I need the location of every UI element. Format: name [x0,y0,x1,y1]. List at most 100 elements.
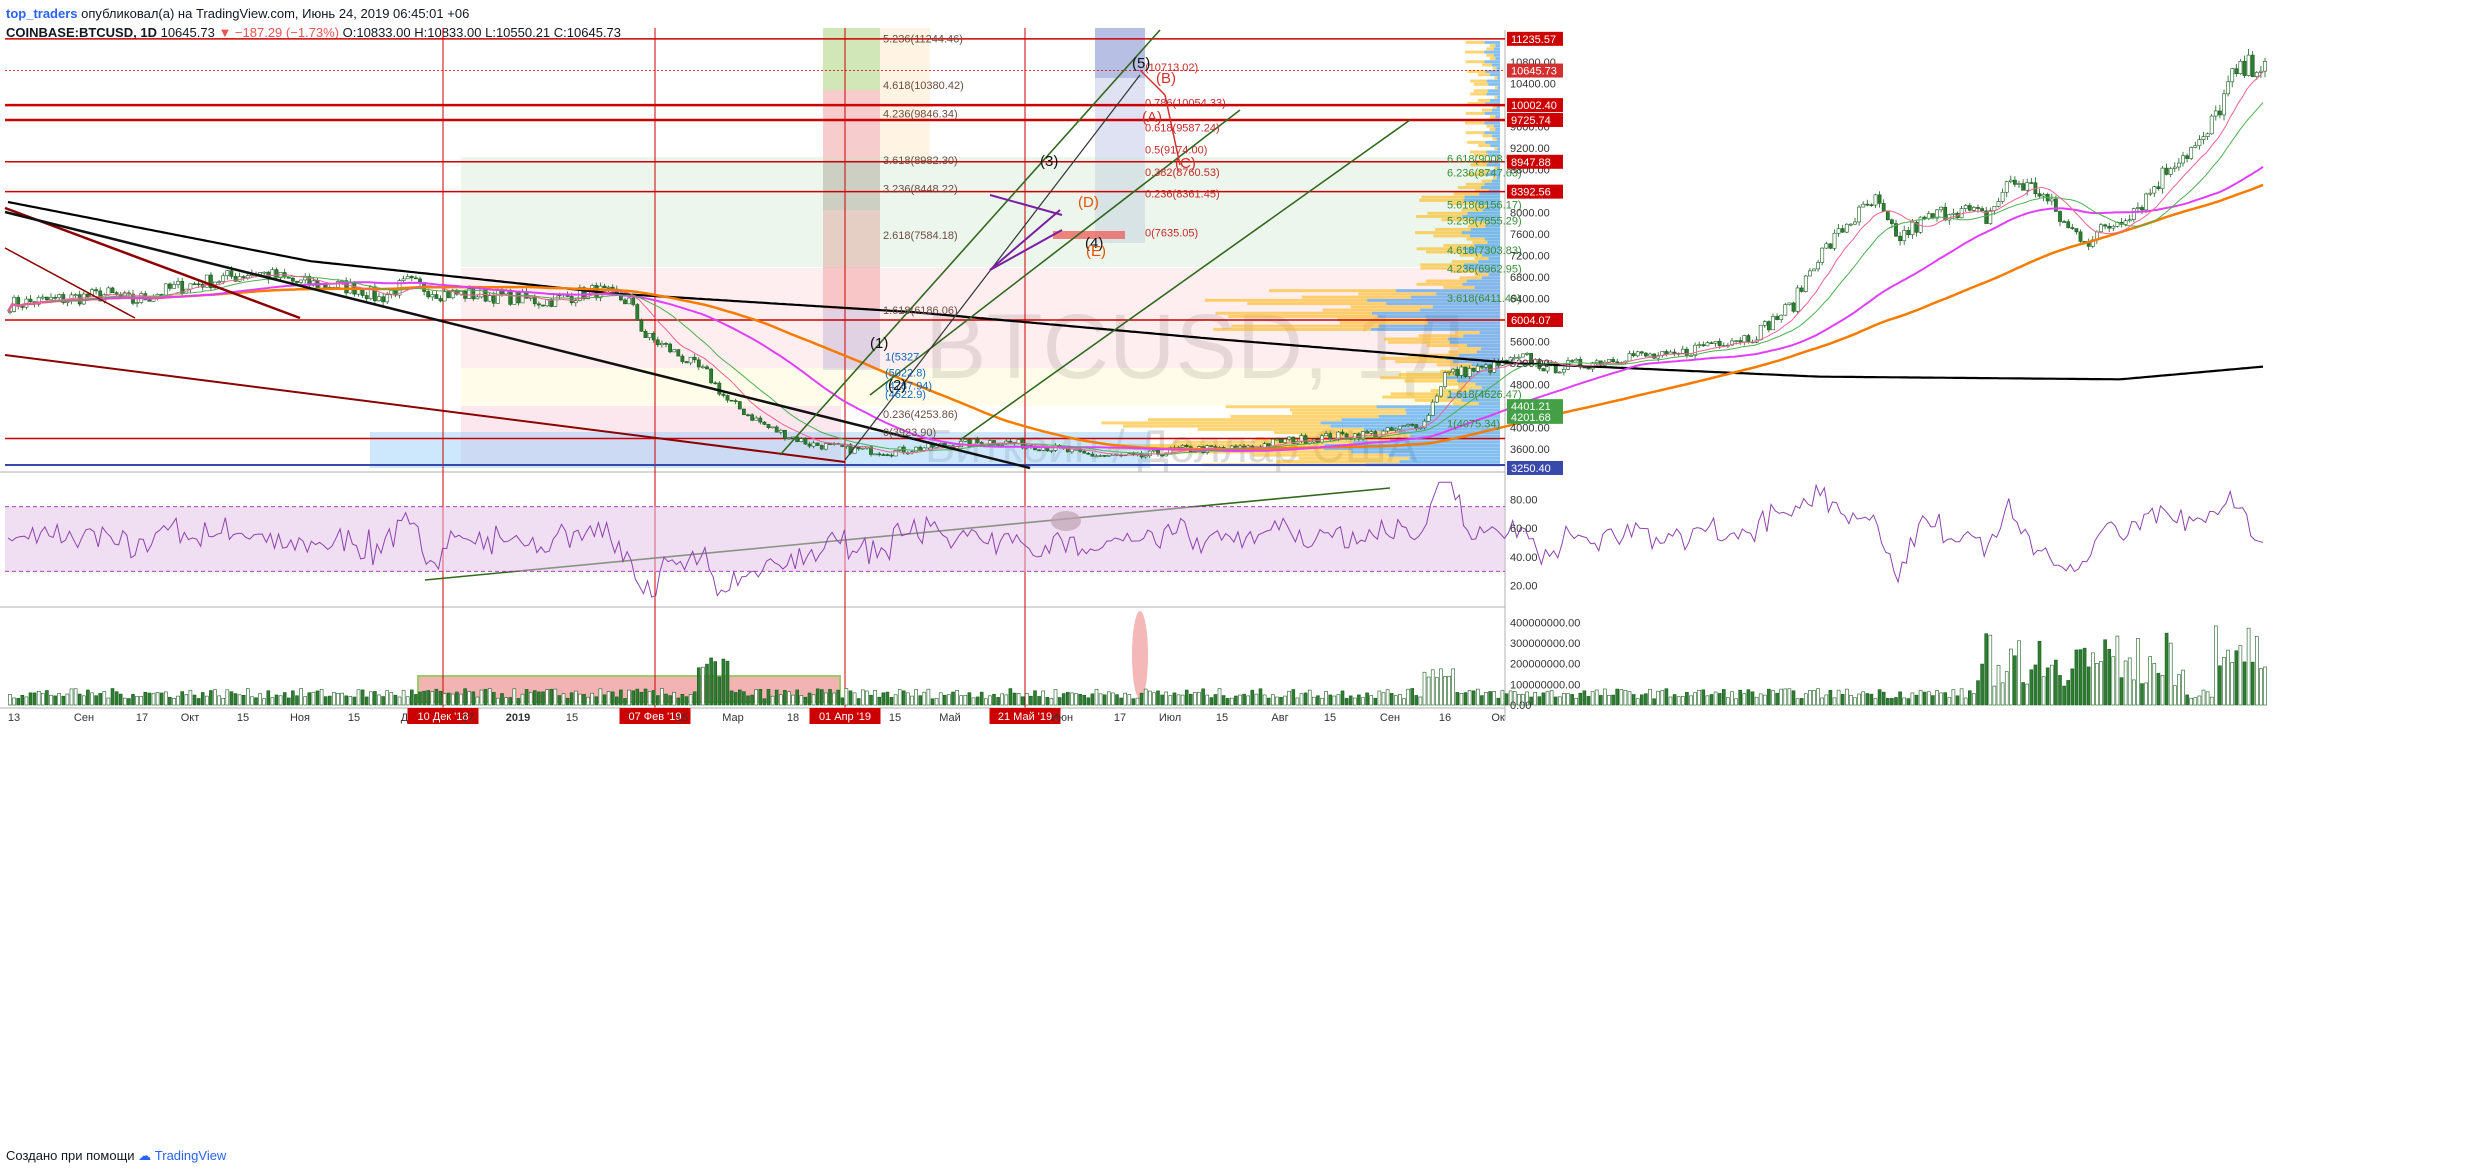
volume-bar [1959,688,1964,706]
candle-body [799,438,804,442]
volume-profile-bar [1492,105,1497,109]
volume-profile-bar [1405,408,1500,412]
volume-profile-bar [1485,224,1500,228]
candle-body [1832,232,1837,249]
candle-body [1516,356,1521,359]
candle-body [487,295,492,302]
volume-bar [1845,688,1849,706]
volume-bar [200,692,205,706]
candle-body [2230,68,2235,83]
candle-body [73,294,78,296]
volume-bar [1131,698,1136,706]
candle-body [1275,438,1279,441]
candle-body [446,291,451,299]
volume-profile-bar [1473,218,1500,222]
volume-profile-bar [1484,237,1500,241]
rsi-axis-tick: 80.00 [1510,495,1538,507]
volume-profile-bar [1323,447,1500,451]
volume-profile-bar [1436,292,1500,296]
volume-bar [701,666,705,706]
price-tag-box [1507,312,1563,327]
candle-body [1861,203,1866,208]
candle-body [1685,348,1689,356]
time-axis-date-label: 07 Фев '19 [628,711,681,723]
volume-bar [40,692,45,706]
volume-bar [1488,691,1492,706]
volume-bar [1816,688,1820,706]
volume-bar [1726,697,1730,706]
volume-bar [77,693,82,706]
volume-profile-bar [1488,153,1500,157]
volume-profile-bar [1447,395,1500,399]
volume-bar [1127,694,1132,706]
candle-body [1967,205,1972,211]
volume-bar [655,695,660,706]
volume-bar [1480,695,1484,706]
candle-body [737,401,742,410]
candle-body [541,304,545,307]
volume-profile-bar [1409,456,1500,460]
volume-bar [1849,695,1853,706]
author-link[interactable]: top_traders [6,6,78,21]
candle-body [8,311,12,313]
volume-bar [295,695,299,706]
elliott-wave-label: (A) [1142,109,1162,126]
candle-body [778,429,783,433]
price-axis-tick: 4800.00 [1510,380,1550,392]
volume-bar [573,690,578,706]
candle-body [1562,369,1566,373]
volume-bar [778,694,783,706]
volume-profile-bar [1457,186,1482,190]
candle-body [1430,401,1435,416]
date-tag [989,708,1061,724]
candle-body [873,453,878,456]
volume-profile-bar [1485,173,1500,177]
volume-profile-bar [1450,392,1500,396]
candle-body [1369,431,1374,434]
price-axis-tick: 3600.00 [1510,444,1550,456]
horizontal-volume-band [370,432,1150,468]
volume-bar [582,693,586,706]
downtrend-line-black [4,210,1031,470]
volume-bar [610,691,615,706]
candle-body [2021,183,2026,191]
volume-bar [643,688,648,706]
volume-bar [348,696,353,706]
volume-bar [1299,693,1304,706]
volume-bar [1627,691,1632,706]
candle-body [221,275,226,282]
candle-body [94,289,99,292]
volume-bar [1697,689,1701,706]
tradingview-link[interactable]: TradingView [154,1148,227,1163]
volume-bar [1016,692,1021,706]
candle-body [1783,304,1788,316]
volume-bar [1414,695,1419,706]
volume-profile-bar [1478,269,1500,273]
volume-bar [676,697,681,706]
volume-profile-bar [1376,405,1500,409]
volume-bar [2234,650,2239,706]
candle-body [1328,433,1333,441]
volume-profile-bar [1490,144,1500,148]
close-label: C: [553,25,567,40]
candle-body [1697,344,1702,346]
volume-bar [1635,698,1640,706]
fib-retracement-label: 0(7635.05) [1145,227,1198,239]
volume-profile-bar [1459,276,1482,280]
volume-bar [1779,688,1783,706]
volume-bar [1061,693,1066,706]
volume-profile-bar [1473,369,1500,373]
volume-bar [1590,691,1595,706]
volume-profile-bar [1269,289,1397,293]
volume-bar [1418,696,1423,706]
volume-profile-bar [1173,440,1354,444]
volume-profile-bar [1478,402,1500,406]
candle-body [2017,183,2021,185]
volume-profile-bar [1478,260,1500,264]
fib-ext-zone-5236 [823,28,880,90]
time-axis-tick: 16 [1439,712,1451,724]
volume-bar [213,689,217,706]
volume-profile-bar [1443,244,1475,248]
volume-bar [1135,697,1140,706]
